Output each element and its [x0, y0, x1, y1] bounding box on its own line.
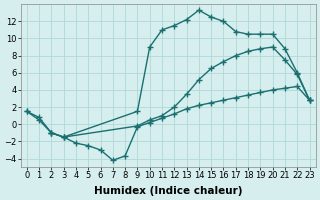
- X-axis label: Humidex (Indice chaleur): Humidex (Indice chaleur): [94, 186, 242, 196]
